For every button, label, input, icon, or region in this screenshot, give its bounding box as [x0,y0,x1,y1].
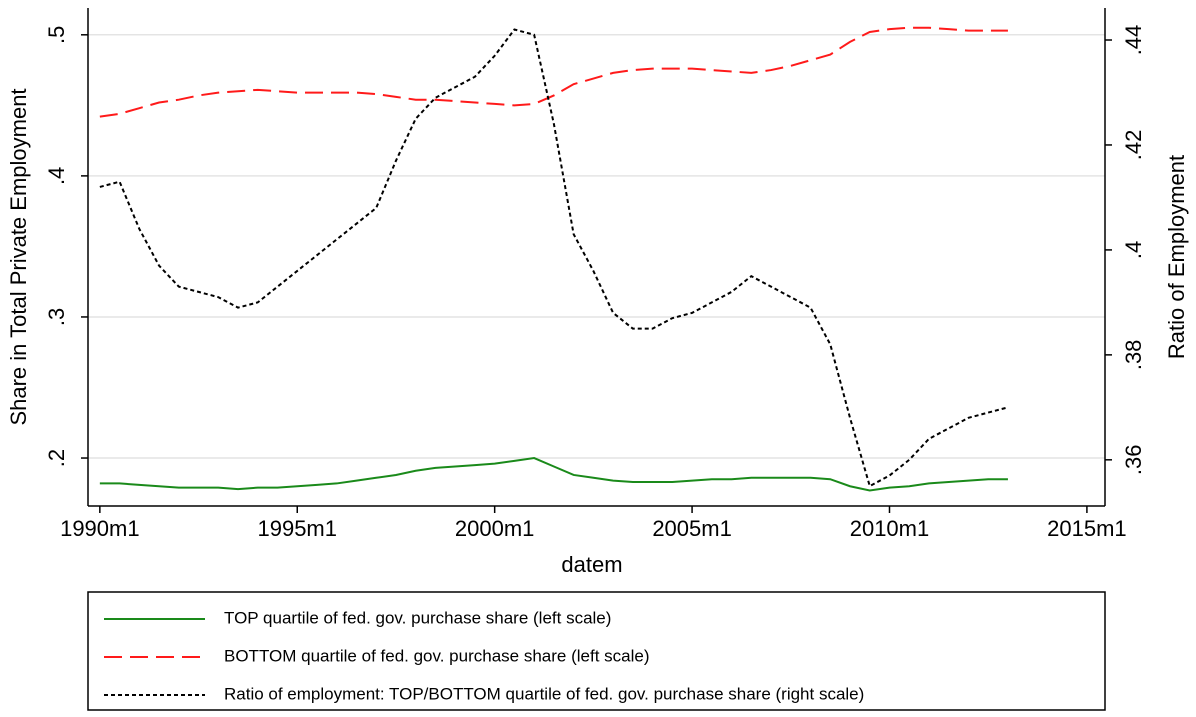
legend-label: Ratio of employment: TOP/BOTTOM quartile… [224,684,864,703]
x-tick-label: 2000m1 [455,516,535,541]
y2-axis-title: Ratio of Employment [1164,155,1189,359]
y2-tick-label: .36 [1121,445,1146,476]
y-axis-title: Share in Total Private Employment [6,88,31,425]
y-tick-label: .2 [44,449,69,467]
series-line [99,28,1009,488]
x-tick-label: 2005m1 [652,516,732,541]
y2-tick-label: .38 [1121,340,1146,371]
y-tick-label: .4 [44,167,69,185]
legend-label: BOTTOM quartile of fed. gov. purchase sh… [224,646,650,665]
y-tick-label: .5 [44,26,69,44]
y2-tick-label: .4 [1121,241,1146,259]
legend-box [87,591,1106,711]
x-tick-label: 1990m1 [60,516,140,541]
x-tick-label: 1995m1 [257,516,337,541]
x-axis-title: datem [561,552,622,577]
y2-tick-label: .44 [1121,25,1146,56]
x-tick-label: 2010m1 [850,516,930,541]
y2-tick-label: .42 [1121,130,1146,161]
series-line [99,457,1008,492]
x-tick-label: 2015m1 [1047,516,1127,541]
series-line [99,26,1008,118]
legend-label: TOP quartile of fed. gov. purchase share… [224,608,611,627]
y-tick-label: .3 [44,308,69,326]
